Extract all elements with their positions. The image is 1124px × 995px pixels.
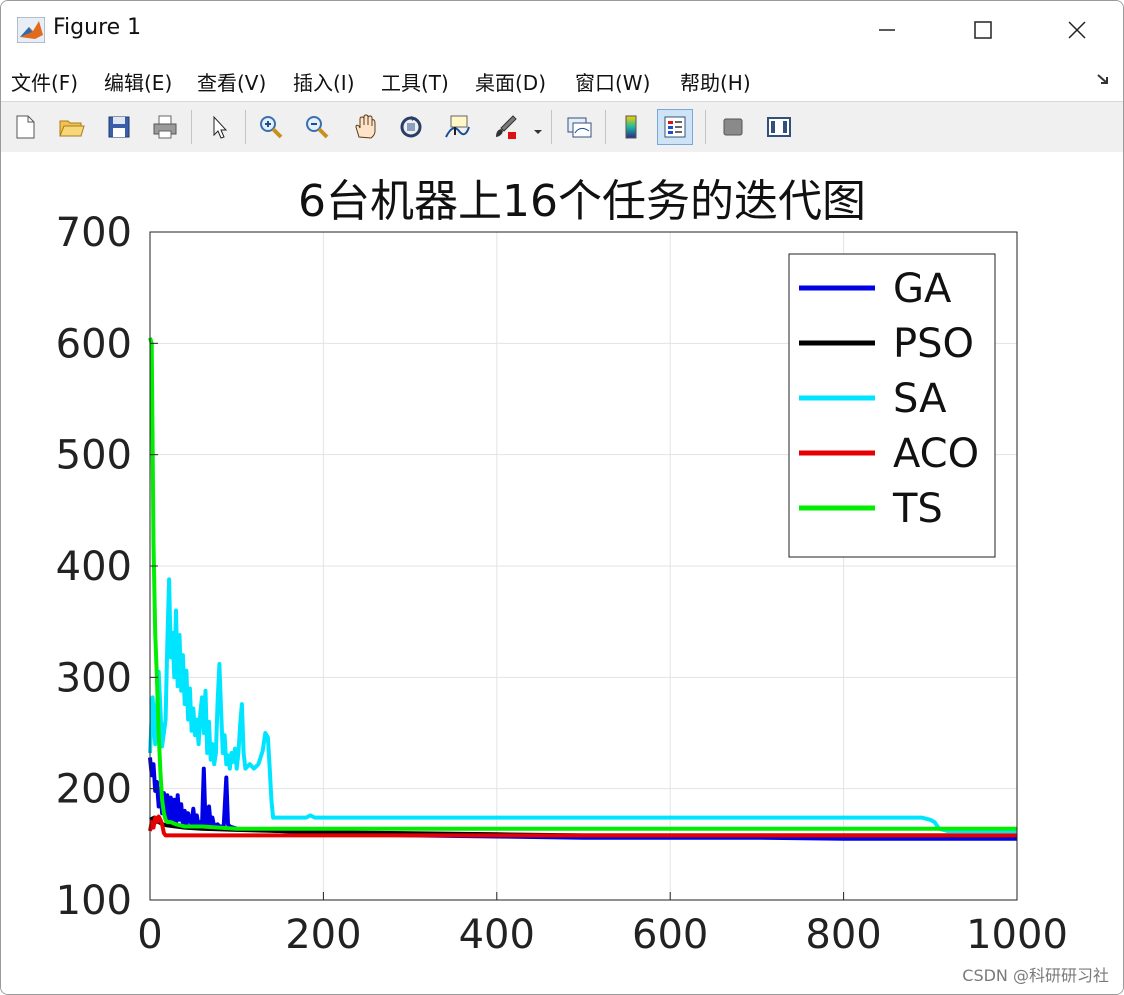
zoom-out-button[interactable] [299,109,335,145]
legend-label-sa: SA [893,376,947,422]
series-line-aco [148,814,1017,838]
legend-box [788,253,996,558]
legend-icon [664,116,686,138]
legend-label-aco: ACO [893,431,979,477]
axis-ticks: 0 200 400 600 800 1000 100 200 300 400 500 600 700 [56,210,1068,958]
pointer-icon [213,115,228,139]
show-plot-tools-button[interactable] [761,109,797,145]
menu-file[interactable]: 文件(F) [11,71,79,95]
rotate-3d-icon [400,116,422,138]
x-tick-label: 400 [459,912,535,958]
toolbar-separator [605,110,606,144]
link-plot-button[interactable] [561,109,597,145]
watermark: CSDN @科研研习社 [962,966,1109,985]
series-line-ga [148,757,1017,841]
zoom-in-icon [260,116,283,139]
toolbar-separator [551,110,552,144]
y-tick-label: 300 [56,655,132,701]
new-file-button[interactable] [7,109,43,145]
brush-icon [496,115,517,139]
close-button[interactable] [1031,1,1123,59]
print-icon [153,115,177,139]
legend-label-ga: GA [893,266,952,312]
legend-label-pso: PSO [893,321,974,367]
series-lines [148,337,1017,841]
colorbar-icon [625,115,637,139]
dock-arrow-icon[interactable] [1095,71,1111,87]
hide-plot-tools-button[interactable] [715,109,751,145]
toolbar-separator [191,110,192,144]
menu-edit[interactable]: 编辑(E) [104,71,173,95]
colorbar-button[interactable] [613,109,649,145]
legend-button[interactable] [657,109,693,145]
x-tick-label: 800 [805,912,881,958]
title-bar: Figure 1 [1,1,1123,59]
open-folder-icon [59,120,85,137]
maximize-button[interactable] [937,1,1029,59]
toolbar [1,101,1123,153]
y-tick-label: 700 [56,210,132,256]
y-tick-label: 100 [56,878,132,924]
pan-hand-icon [355,114,376,139]
pointer-button[interactable] [201,109,237,145]
menu-desktop[interactable]: 桌面(D) [475,71,547,95]
save-icon [108,116,130,138]
x-tick-label: 1000 [966,912,1068,958]
toolbar-separator [705,110,706,144]
line-chart: 0 200 400 600 800 1000 100 200 300 400 500 600 700 6… [56,176,1068,958]
menu-bar: 文件(F) 编辑(E) 查看(V) 插入(I) 工具(T) 桌面(D) 窗口(W… [1,59,1123,101]
window-title: Figure 1 [53,15,142,40]
matlab-logo-icon [17,17,45,43]
menu-tools[interactable]: 工具(T) [381,71,449,95]
open-button[interactable] [53,109,89,145]
y-tick-label: 500 [56,433,132,479]
rotate-button[interactable] [393,109,429,145]
data-cursor-icon [445,115,470,138]
x-tick-label: 600 [632,912,708,958]
maximize-icon [974,21,992,39]
hide-plot-tools-icon [723,118,743,136]
series-line-sa [148,577,1017,833]
zoom-in-button[interactable] [253,109,289,145]
series-line-pso [149,815,1017,838]
y-tick-label: 400 [56,544,132,590]
figure-canvas: 0 200 400 600 800 1000 100 200 300 400 500 600 700 6… [1,152,1123,994]
new-file-icon [16,115,35,139]
x-tick-label: 0 [137,912,162,958]
toolbar-separator [245,110,246,144]
brush-dropdown-arrow[interactable] [533,122,543,134]
y-tick-label: 600 [56,321,132,367]
print-button[interactable] [147,109,183,145]
data-cursor-button[interactable] [439,109,475,145]
y-tick-label: 200 [56,767,132,813]
zoom-out-icon [306,116,329,139]
menu-insert[interactable]: 插入(I) [293,71,355,95]
pan-button[interactable] [347,109,383,145]
close-icon [1068,21,1086,39]
chevron-down-icon [534,130,542,134]
show-plot-tools-icon [767,117,791,137]
menu-help[interactable]: 帮助(H) [680,71,751,95]
menu-window[interactable]: 窗口(W) [575,71,651,95]
minimize-button[interactable] [841,1,933,59]
minimize-icon [879,29,895,31]
brush-button[interactable] [487,109,523,145]
legend-label-ts: TS [892,486,943,532]
link-plot-icon [567,117,592,138]
legend[interactable]: GA PSO SA ACO TS [788,253,996,558]
x-tick-label: 200 [285,912,361,958]
menu-view[interactable]: 查看(V) [197,71,267,95]
save-button[interactable] [101,109,137,145]
chart-title: 6台机器上16个任务的迭代图 [298,176,866,227]
